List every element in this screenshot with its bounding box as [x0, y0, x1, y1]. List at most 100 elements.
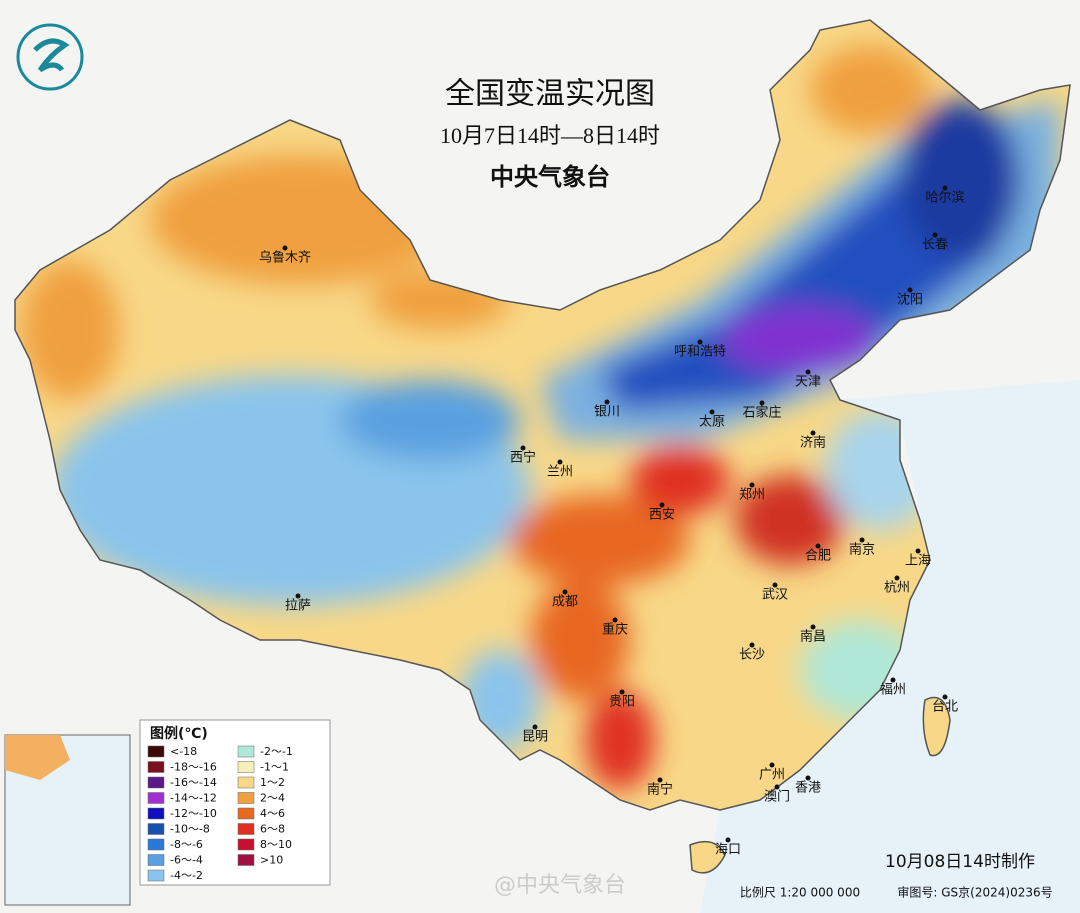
legend-swatch [147, 745, 165, 758]
city-label: 南昌 [800, 629, 826, 645]
city-dot [769, 762, 775, 768]
legend-swatch [237, 792, 255, 804]
city-label: 济南 [800, 435, 826, 451]
watermark: @中央气象台 [494, 873, 626, 898]
city-label: 台北 [932, 700, 958, 715]
legend-label: 4～6 [260, 807, 285, 820]
city-label: 西宁 [510, 450, 536, 466]
city-label: 拉萨 [285, 599, 311, 614]
city-dot [604, 399, 610, 405]
city-label: 重庆 [602, 622, 628, 638]
city-dot [709, 409, 715, 415]
scale: 比例尺 1:20 000 000 [740, 886, 860, 900]
city-dot [562, 589, 568, 595]
city-dot [805, 775, 811, 781]
logo [16, 23, 84, 91]
legend-swatch [237, 776, 255, 789]
legend-label: -1～1 [260, 761, 289, 774]
legend-swatch [237, 807, 255, 820]
blob [900, 100, 1020, 260]
city-label: 武汉 [762, 588, 788, 603]
city-label: 银川 [594, 405, 620, 420]
legend-swatch [147, 869, 165, 882]
legend-swatch [237, 745, 255, 758]
city-label: 兰州 [547, 465, 573, 480]
legend-label: <-18 [170, 745, 197, 758]
city-dot [295, 593, 301, 599]
legend-frame [139, 719, 331, 886]
logo-ring [16, 23, 84, 91]
city-dot [774, 784, 780, 790]
city-dot [859, 537, 865, 543]
legend-label: -18～-16 [170, 761, 217, 774]
logo-mark [33, 38, 70, 73]
legend-label: -4～-2 [170, 869, 203, 882]
city-dot [282, 245, 288, 251]
legend-label: -14～-12 [170, 792, 217, 805]
city-dot [815, 543, 821, 549]
city-label: 香港 [795, 781, 821, 796]
city-dot [810, 624, 816, 630]
city-dot [915, 548, 921, 554]
legend-label: -6～-4 [170, 854, 203, 867]
legend-label: 6～8 [260, 823, 285, 836]
city-dot [907, 287, 913, 293]
city-dot [759, 400, 765, 406]
city-dot [520, 445, 526, 451]
city-dot [942, 694, 948, 700]
made-time: 10月08日14时制作 [885, 852, 1035, 872]
city-dot [697, 339, 703, 345]
city-label: 南京 [849, 542, 875, 558]
blob [735, 475, 845, 565]
city-dot [932, 232, 938, 238]
city-dot [612, 617, 618, 623]
inset-land [5, 735, 70, 780]
city-label: 太原 [699, 415, 725, 430]
city-label: 昆明 [522, 730, 548, 745]
city-dot [749, 482, 755, 488]
city-dot [659, 502, 665, 508]
city-label: 合肥 [805, 549, 831, 564]
legend-label: 2～4 [260, 792, 285, 805]
city-label: 杭州 [884, 581, 910, 596]
city-dot [810, 430, 816, 436]
blob [510, 495, 690, 585]
city-label: 郑州 [739, 488, 765, 503]
legend-label: -16～-14 [170, 776, 217, 789]
city-label: 天津 [795, 375, 821, 390]
blob [340, 380, 520, 460]
legend-label: -10～-8 [170, 823, 210, 836]
city-label: 海口 [715, 843, 741, 858]
legend-label: 8～10 [260, 838, 292, 851]
city-dot [619, 689, 625, 695]
legend-swatch [147, 761, 165, 773]
city-label: 长春 [922, 238, 948, 253]
legend-swatch [147, 807, 165, 820]
city-dot [532, 724, 538, 730]
blob [20, 260, 120, 400]
blob [530, 580, 630, 700]
legend-label: -12～-10 [170, 807, 217, 820]
legend-swatch [147, 854, 165, 866]
city-label: 石家庄 [742, 405, 781, 421]
city-label: 西安 [649, 508, 675, 523]
issuer: 中央气象台 [490, 163, 610, 191]
city-dot [657, 777, 663, 783]
city-label: 福州 [880, 683, 906, 698]
city-dot [725, 837, 731, 843]
legend-swatch [147, 792, 165, 804]
legend-label: 1～2 [260, 776, 285, 789]
blob [720, 305, 880, 375]
legend-swatch [237, 854, 255, 866]
city-label: 哈尔滨 [925, 190, 964, 206]
city-label: 长沙 [739, 648, 765, 663]
title: 全国变温实况图 [445, 77, 655, 112]
city-label: 成都 [552, 595, 578, 610]
legend-swatch [237, 761, 255, 773]
legend-swatch [147, 776, 165, 789]
city-label: 呼和浩特 [674, 345, 726, 360]
legend-title: 图例(℃) [150, 725, 208, 742]
inset [4, 734, 131, 906]
